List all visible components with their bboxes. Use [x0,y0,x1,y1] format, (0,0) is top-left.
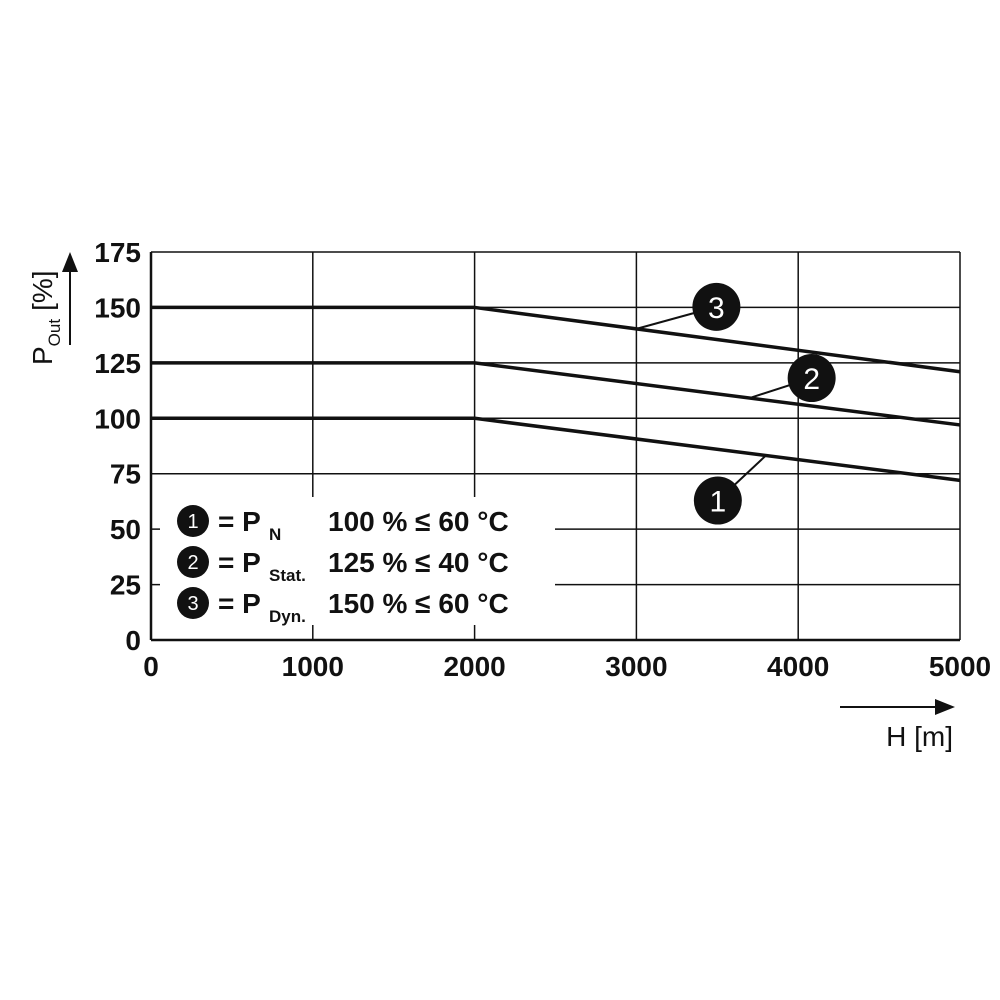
series-line-3 [151,305,961,374]
y-tick-label-4: 100 [94,403,141,434]
y-axis-arrowhead-icon [62,252,78,272]
y-tick-label-3: 75 [110,459,141,490]
legend-equation-3: = P [218,588,261,619]
x-axis-arrowhead-icon [935,699,955,715]
tick-labels: 0 1000 2000 3000 4000 5000 0 25 50 75 100 125 150 175 [94,237,991,682]
y-axis-label-sub: Out [45,319,64,347]
legend-background [160,497,555,625]
legend-subscript-3: Dyn. [269,607,306,626]
y-tick-label-5: 125 [94,348,141,379]
legend-subscript-1: N [269,525,281,544]
series-line-2 [151,361,961,427]
x-axis-title: H [m] [840,699,955,752]
svg-text:POut[%]: POut [%] [27,270,64,365]
y-axis-title: POut [%] [27,252,78,365]
x-tick-label-2: 2000 [443,651,505,682]
x-tick-label-1: 1000 [282,651,344,682]
x-tick-label-3: 3000 [605,651,667,682]
legend-equation-1: = P [218,506,261,537]
y-tick-label-2: 50 [110,514,141,545]
series-badge-2 [787,354,836,403]
x-tick-label-4: 4000 [767,651,829,682]
legend-badge-2 [177,546,209,578]
legend-badge-3 [177,587,209,619]
series-badges: 1 2 3 [636,282,836,525]
y-tick-label-7: 175 [94,237,141,268]
legend: 1 = P N 100 % ≤ 60 °C 2 = P Stat. 125 % ≤ 40 °C… [160,497,555,626]
y-tick-label-6: 150 [94,292,141,323]
series-badge-3 [692,282,741,331]
x-axis-label: H [m] [886,721,953,752]
series-badge-label-3: 3 [708,292,725,325]
x-tick-label-5: 5000 [929,651,991,682]
legend-equation-2: = P [218,547,261,578]
legend-badge-label-3: 3 [187,593,198,615]
legend-condition-1: 100 % ≤ 60 °C [328,506,509,537]
legend-condition-2: 125 % ≤ 40 °C [328,547,509,578]
legend-badge-label-2: 2 [187,552,198,574]
y-axis-label-unit: [%] [27,270,58,310]
x-tick-label-0: 0 [143,651,159,682]
series-badge-label-1: 1 [709,486,726,519]
legend-badge-1 [177,505,209,537]
series-lines [151,305,961,483]
y-tick-label-1: 25 [110,570,141,601]
legend-subscript-2: Stat. [269,566,306,585]
y-tick-label-0: 0 [125,625,141,656]
y-axis-label-main: P [27,346,58,365]
legend-badge-label-1: 1 [187,511,198,533]
series-badge-label-2: 2 [803,363,820,396]
series-badge-1 [693,476,742,525]
legend-condition-3: 150 % ≤ 60 °C [328,588,509,619]
series-line-1 [151,416,961,483]
